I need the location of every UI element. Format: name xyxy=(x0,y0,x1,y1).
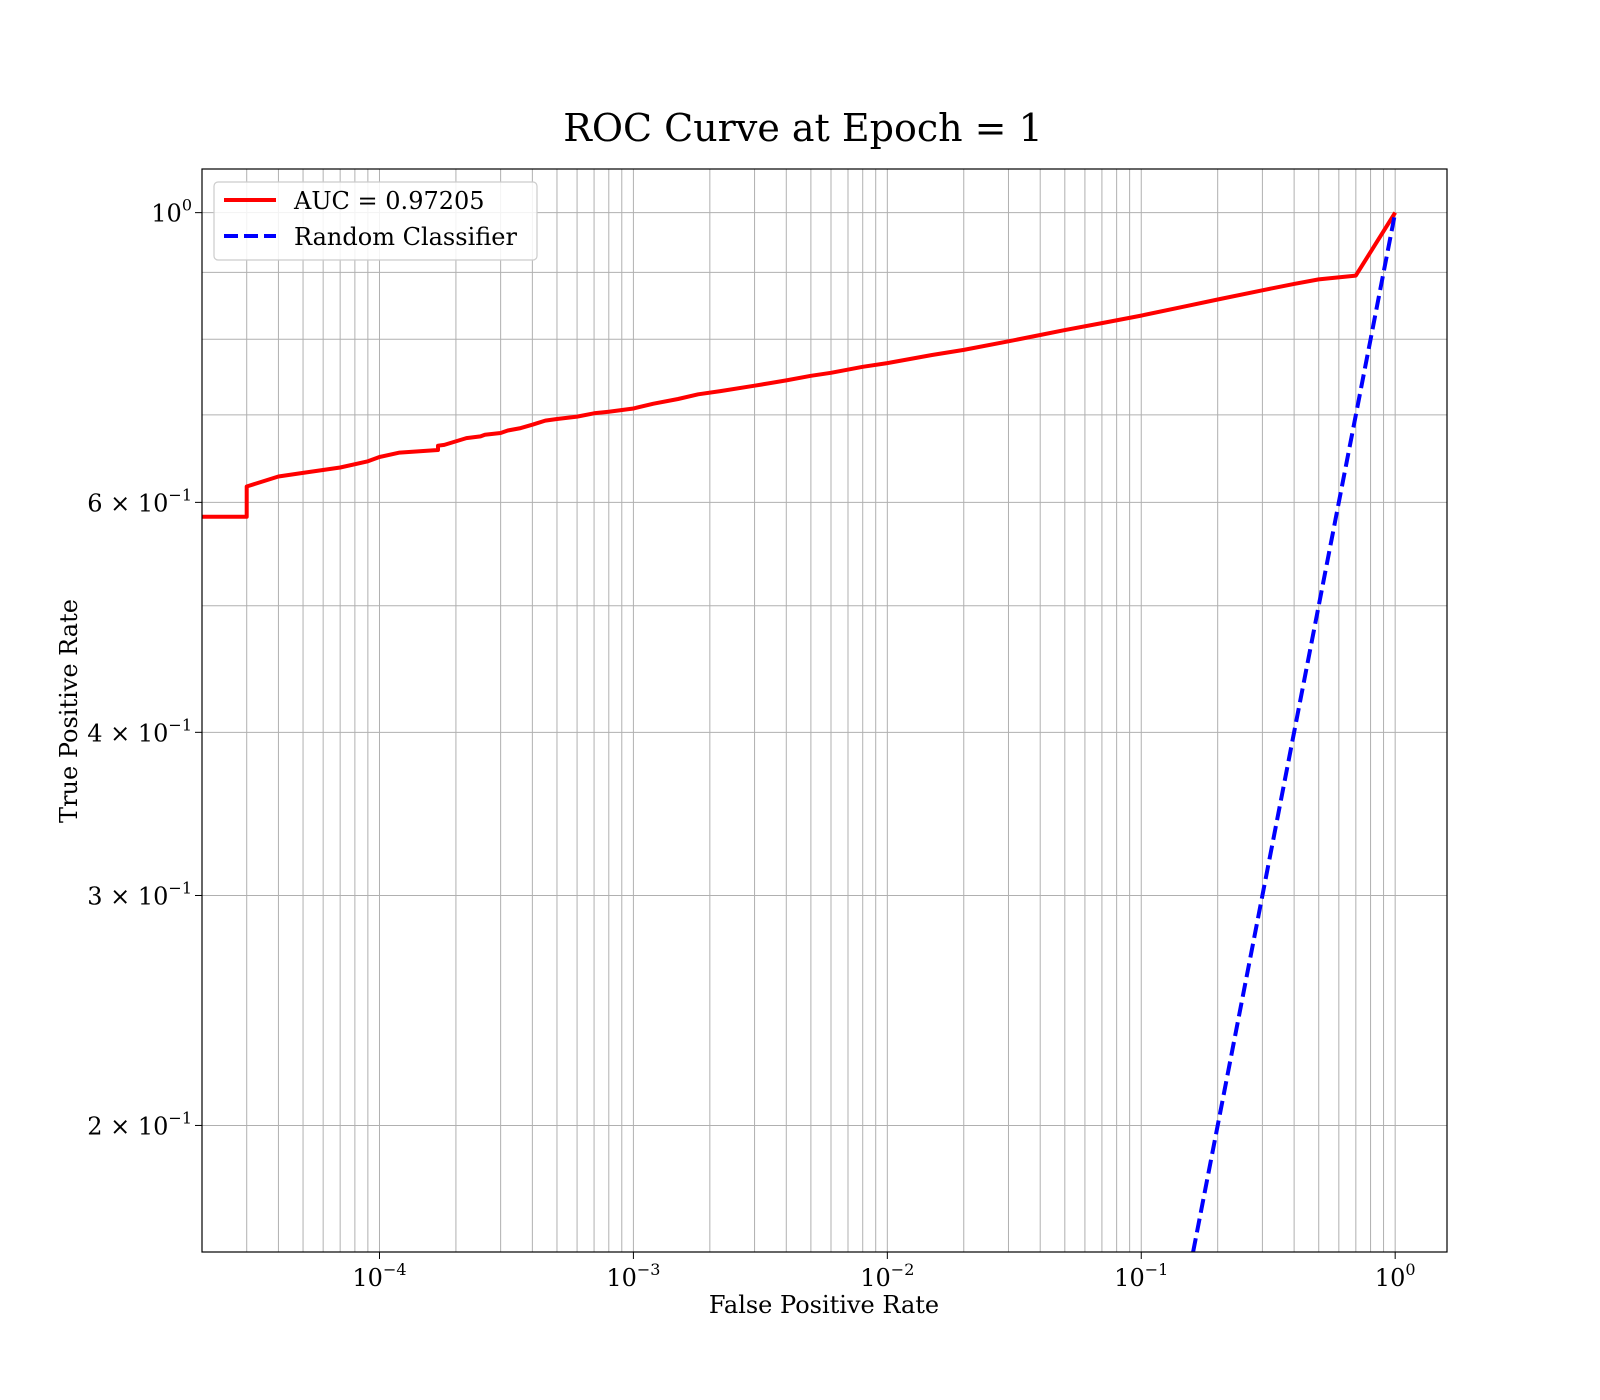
y-tick-label: 3 × 10−1 xyxy=(87,878,192,910)
x-tick-label: 10−1 xyxy=(1114,1260,1168,1292)
x-tick-label: 100 xyxy=(1375,1260,1416,1292)
x-tick-label: 10−3 xyxy=(606,1260,660,1292)
axis-ticks: 10−4 10−3 10−2 10−1 100 100 6 × 10−1 4 × 10−1 3 … xyxy=(87,196,1415,1292)
plot-frame xyxy=(201,168,1448,1253)
x-tick-label: 10−2 xyxy=(860,1260,914,1292)
legend-label-random: Random Classifier xyxy=(294,223,517,251)
legend-label-auc: AUC = 0.97205 xyxy=(293,187,485,215)
y-tick-label: 2 × 10−1 xyxy=(87,1108,192,1140)
y-axis-label: True Positive Rate xyxy=(55,599,83,823)
random-classifier-line xyxy=(1191,212,1398,1252)
chart-title: ROC Curve at Epoch = 1 xyxy=(563,106,1043,150)
y-tick-label: 4 × 10−1 xyxy=(87,715,192,747)
grid-lines xyxy=(201,169,1447,1252)
x-tick-label: 10−4 xyxy=(352,1260,406,1292)
y-tick-label: 6 × 10−1 xyxy=(87,485,192,517)
y-tick-label: 100 xyxy=(151,196,192,228)
x-axis-label: False Positive Rate xyxy=(709,1291,939,1319)
plot-area xyxy=(202,211,1398,1252)
legend: AUC = 0.97205 Random Classifier xyxy=(213,181,538,261)
roc-curve-line xyxy=(202,211,1397,519)
legend-box xyxy=(213,181,538,261)
